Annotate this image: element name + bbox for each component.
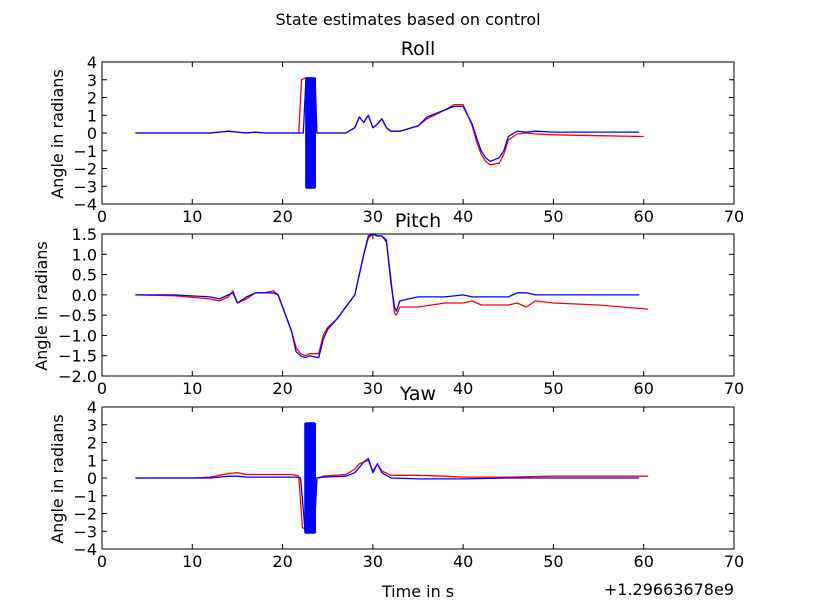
- roll-title: Roll: [401, 38, 436, 60]
- pitch-x-tick-label: 20: [272, 379, 292, 398]
- yaw-y-tick-label: −4: [73, 540, 97, 559]
- yaw-x-tick-label: 0: [97, 552, 107, 571]
- pitch-x-tick-label: 50: [543, 379, 563, 398]
- yaw-x-tick-label: 70: [724, 552, 744, 571]
- pitch-x-tick-label: 40: [453, 379, 473, 398]
- yaw-wrap-spike-block: [304, 422, 316, 534]
- roll-y-tick-label: −2: [73, 160, 97, 179]
- yaw-title: Yaw: [399, 383, 436, 405]
- yaw-y-tick-label: 1: [87, 451, 97, 470]
- roll-y-tick-label: −1: [73, 142, 97, 161]
- pitch-x-tick-label: 10: [182, 379, 202, 398]
- roll-series-blue-line: [135, 77, 640, 163]
- yaw-x-tick-label: 10: [182, 552, 202, 571]
- roll-y-tick-label: −3: [73, 177, 97, 196]
- yaw-x-tick-label: 60: [634, 552, 654, 571]
- roll-x-tick-label: 20: [272, 207, 292, 226]
- pitch-y-tick-label: −1.0: [58, 326, 97, 345]
- roll-ylabel: Angle in radians: [48, 69, 67, 199]
- yaw-y-tick-label: −2: [73, 505, 97, 524]
- yaw-y-tick-label: 4: [87, 398, 97, 417]
- roll-y-tick-label: 3: [87, 71, 97, 90]
- roll-x-tick-label: 60: [634, 207, 654, 226]
- pitch-y-tick-label: 0.5: [72, 266, 97, 285]
- pitch-title: Pitch: [395, 210, 441, 232]
- yaw-y-tick-label: 2: [87, 434, 97, 453]
- yaw-x-tick-label: 30: [363, 552, 383, 571]
- yaw-panel: Yaw Angle in radians 0 10 20 30 40 50 60 70−4−3…: [48, 383, 744, 571]
- pitch-y-tick-label: 0.0: [72, 286, 97, 305]
- pitch-y-tick-label: 1.0: [72, 245, 97, 264]
- yaw-x-tick-label: 50: [543, 552, 563, 571]
- roll-y-tick-label: 1: [87, 106, 97, 125]
- roll-x-tick-label: 70: [724, 207, 744, 226]
- yaw-y-tick-label: 0: [87, 469, 97, 488]
- pitch-x-tick-label: 0: [97, 379, 107, 398]
- roll-x-tick-label: 40: [453, 207, 473, 226]
- yaw-x-tick-label: 40: [453, 552, 473, 571]
- pitch-axes-frame: [101, 233, 735, 377]
- pitch-y-tick-label: −2.0: [58, 367, 97, 386]
- yaw-ylabel: Angle in radians: [48, 414, 67, 544]
- x-axis-label: Time in s: [381, 582, 454, 601]
- roll-y-tick-label: 2: [87, 89, 97, 108]
- yaw-series-red-line: [135, 459, 649, 532]
- pitch-y-tick-label: −1.5: [58, 347, 97, 366]
- pitch-x-tick-label: 30: [363, 379, 383, 398]
- pitch-y-tick-label: −0.5: [58, 306, 97, 325]
- roll-x-tick-label: 50: [543, 207, 563, 226]
- roll-y-tick-label: 0: [87, 124, 97, 143]
- roll-panel: Roll Angle in radians 0 10 20 30 40 50 60 70−4−…: [48, 38, 744, 226]
- figure-suptitle: State estimates based on control: [275, 10, 540, 29]
- pitch-panel: Pitch Angle in radians 0 10 20 30 40 50 60 70 −2…: [32, 210, 744, 398]
- pitch-ylabel: Angle in radians: [32, 241, 51, 371]
- pitch-x-tick-label: 60: [634, 379, 654, 398]
- yaw-y-tick-label: −1: [73, 487, 97, 506]
- roll-y-tick-label: 4: [87, 53, 97, 72]
- roll-wrap-spike-block: [305, 77, 316, 189]
- pitch-series-blue-line: [135, 233, 640, 359]
- roll-x-tick-label: 10: [182, 207, 202, 226]
- yaw-series-blue-line: [135, 457, 640, 532]
- yaw-y-tick-label: −3: [73, 522, 97, 541]
- pitch-y-tick-label: 1.5: [72, 225, 97, 244]
- roll-x-tick-label: 30: [363, 207, 383, 226]
- yaw-y-tick-label: 3: [87, 416, 97, 435]
- yaw-x-tick-label: 20: [272, 552, 292, 571]
- roll-y-tick-label: −4: [73, 195, 97, 214]
- pitch-x-tick-label: 70: [724, 379, 744, 398]
- roll-x-tick-label: 0: [97, 207, 107, 226]
- x-offset-label: +1.29663678e9: [604, 580, 734, 599]
